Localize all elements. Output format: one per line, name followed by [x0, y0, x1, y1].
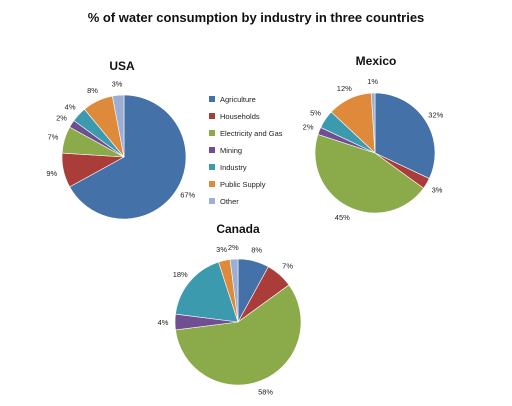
pie-usa: USA 67% 9% 7% 2% 4% 8% 3%: [46, 59, 196, 220]
pie-title-usa: USA: [109, 59, 135, 73]
legend-swatch-agriculture: [209, 96, 215, 102]
chart-title: % of water consumption by industry in th…: [88, 10, 425, 25]
slice-mexico-agriculture: [374, 92, 436, 179]
legend-swatch-mining: [209, 147, 215, 153]
slice-usa-other: [112, 94, 125, 158]
slice-mexico-electricity-and-gas: [314, 134, 424, 214]
legend-swatch-households: [209, 113, 215, 119]
legend-swatch-electricity-and-gas: [209, 130, 215, 136]
slice-usa-agriculture: [69, 94, 187, 220]
legend-item-industry: Industry: [209, 163, 247, 172]
legend-item-agriculture: Agriculture: [209, 95, 256, 104]
data-label-mexico-electricity-and-gas: 45%: [335, 213, 350, 222]
legend: Agriculture Households Electricity and Gas…: [209, 95, 283, 206]
data-label-mexico-public-supply: 12%: [337, 84, 352, 93]
data-label-mexico-mining: 2%: [303, 123, 314, 132]
data-label-canada-public-supply: 3%: [216, 245, 227, 254]
legend-swatch-public-supply: [209, 181, 215, 187]
legend-item-electricity-and-gas: Electricity and Gas: [209, 129, 283, 138]
data-label-usa-households: 9%: [46, 169, 57, 178]
data-label-mexico-other: 1%: [367, 77, 378, 86]
data-label-mexico-agriculture: 32%: [428, 110, 443, 119]
data-label-usa-industry: 4%: [65, 102, 76, 111]
pie-title-canada: Canada: [216, 222, 260, 236]
data-label-usa-agriculture: 67%: [180, 191, 195, 200]
slice-mexico-other: [370, 92, 376, 154]
legend-label-industry: Industry: [220, 163, 247, 172]
legend-item-public-supply: Public Supply: [209, 180, 266, 189]
legend-item-mining: Mining: [209, 146, 242, 155]
pie-mexico: Mexico 32% 3% 45% 2% 5% 12% 1%: [303, 54, 444, 222]
legend-label-electricity-and-gas: Electricity and Gas: [220, 129, 283, 138]
legend-item-households: Households: [209, 112, 260, 121]
data-label-usa-other: 3%: [112, 79, 123, 88]
data-label-canada-households: 7%: [282, 262, 293, 271]
slice-canada-industry: [175, 261, 239, 323]
data-label-usa-electricity-and-gas: 7%: [47, 132, 58, 141]
data-label-canada-agriculture: 8%: [251, 245, 262, 254]
data-label-canada-electricity-and-gas: 58%: [258, 388, 273, 397]
slice-canada-other: [229, 258, 239, 323]
legend-label-other: Other: [220, 197, 239, 206]
legend-swatch-other: [209, 198, 215, 204]
data-label-mexico-industry: 5%: [310, 109, 321, 118]
data-label-mexico-households: 3%: [432, 186, 443, 195]
legend-label-agriculture: Agriculture: [220, 95, 256, 104]
data-label-canada-mining: 4%: [158, 318, 169, 327]
legend-item-other: Other: [209, 197, 239, 206]
legend-label-households: Households: [220, 112, 260, 121]
legend-swatch-industry: [209, 164, 215, 170]
pie-charts: USA 67% 9% 7% 2% 4% 8% 3% Mexico 32% 3% 45% 2% 5% 12% 1…: [46, 54, 443, 397]
slice-canada-electricity-and-gas: [175, 284, 302, 386]
pie-title-mexico: Mexico: [356, 54, 397, 68]
legend-label-mining: Mining: [220, 146, 242, 155]
legend-label-public-supply: Public Supply: [220, 180, 266, 189]
pie-canada: Canada 8% 7% 58% 4% 18% 3% 2%: [158, 222, 302, 397]
data-label-canada-other: 2%: [228, 243, 239, 252]
data-label-usa-public-supply: 8%: [87, 86, 98, 95]
data-label-canada-industry: 18%: [173, 270, 188, 279]
data-label-usa-mining: 2%: [56, 113, 67, 122]
